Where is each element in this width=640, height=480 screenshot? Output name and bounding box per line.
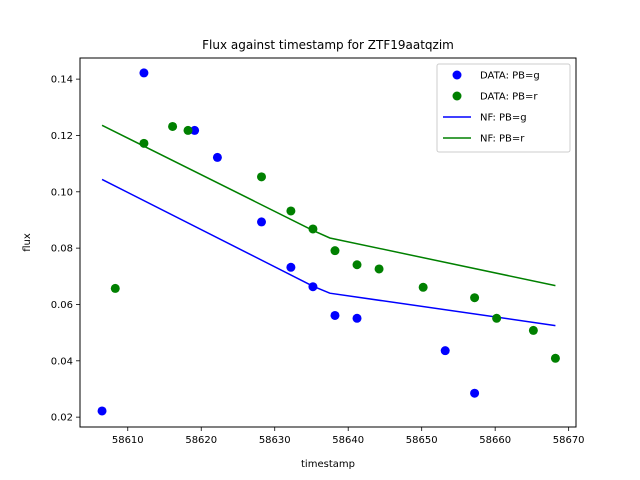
data-point-s0-0 — [97, 406, 107, 416]
y-tick-label-6: 0.14 — [51, 75, 73, 86]
x-tick-label-6: 58670 — [553, 435, 585, 446]
x-tick-label-1: 58620 — [185, 435, 217, 446]
data-point-s1-14 — [550, 353, 560, 363]
data-point-s0-2 — [190, 125, 200, 135]
plot-area — [97, 68, 560, 416]
x-tick-label-3: 58640 — [332, 435, 364, 446]
legend-marker-1 — [452, 91, 462, 101]
data-point-s1-5 — [286, 206, 296, 216]
data-point-s1-1 — [139, 138, 149, 148]
data-point-s1-7 — [330, 246, 340, 256]
data-point-s0-1 — [139, 68, 149, 78]
legend-box — [436, 63, 571, 153]
data-point-s1-8 — [352, 260, 362, 270]
chart-title: Flux against timestamp for ZTF19aatqzim — [202, 38, 454, 52]
data-point-s1-4 — [256, 172, 266, 182]
legend: DATA: PB=g DATA: PB=r NF: PB=g NF: PB=r — [436, 63, 571, 153]
legend-marker-0 — [452, 70, 462, 80]
y-tick-label-0: 0.02 — [51, 413, 73, 424]
data-point-s0-9 — [440, 346, 450, 356]
legend-label-1: DATA: PB=r — [480, 92, 538, 103]
data-point-s1-6 — [308, 224, 318, 234]
data-point-s1-12 — [492, 313, 502, 323]
x-axis-label: timestamp — [301, 459, 355, 470]
data-point-s1-3 — [183, 125, 193, 135]
axes-frame — [79, 57, 577, 428]
data-point-s0-8 — [352, 313, 362, 323]
legend-label-2: NF: PB=g — [480, 113, 527, 124]
series-line-3 — [101, 124, 556, 287]
data-point-s0-5 — [286, 262, 296, 272]
data-point-s1-0 — [110, 283, 120, 293]
x-tick-label-4: 58650 — [406, 435, 438, 446]
data-point-s0-10 — [470, 388, 480, 398]
data-point-s1-9 — [374, 264, 384, 274]
y-tick-label-4: 0.10 — [51, 187, 73, 198]
data-point-s1-11 — [470, 293, 480, 303]
series-line-2 — [101, 178, 556, 327]
legend-label-0: DATA: PB=g — [480, 71, 540, 82]
y-tick-label-3: 0.08 — [51, 244, 73, 255]
x-tick-label-5: 58660 — [479, 435, 511, 446]
legend-label-3: NF: PB=r — [480, 134, 525, 145]
data-point-s1-13 — [528, 325, 538, 335]
data-point-s0-7 — [330, 310, 340, 320]
y-tick-label-5: 0.12 — [51, 131, 73, 142]
data-point-s0-3 — [212, 152, 222, 162]
data-point-s1-2 — [168, 121, 178, 131]
data-point-s0-4 — [256, 217, 266, 227]
data-point-s1-10 — [418, 282, 428, 292]
x-tick-label-2: 58630 — [259, 435, 291, 446]
axis-ticks: 58610 58620 58630 58640 58650 58660 58670 0.02 0… — [51, 75, 585, 446]
y-tick-label-1: 0.04 — [51, 356, 73, 367]
y-axis-label: flux — [22, 233, 33, 252]
y-tick-label-2: 0.06 — [51, 300, 73, 311]
x-tick-label-0: 58610 — [112, 435, 144, 446]
data-point-s0-6 — [308, 282, 318, 292]
